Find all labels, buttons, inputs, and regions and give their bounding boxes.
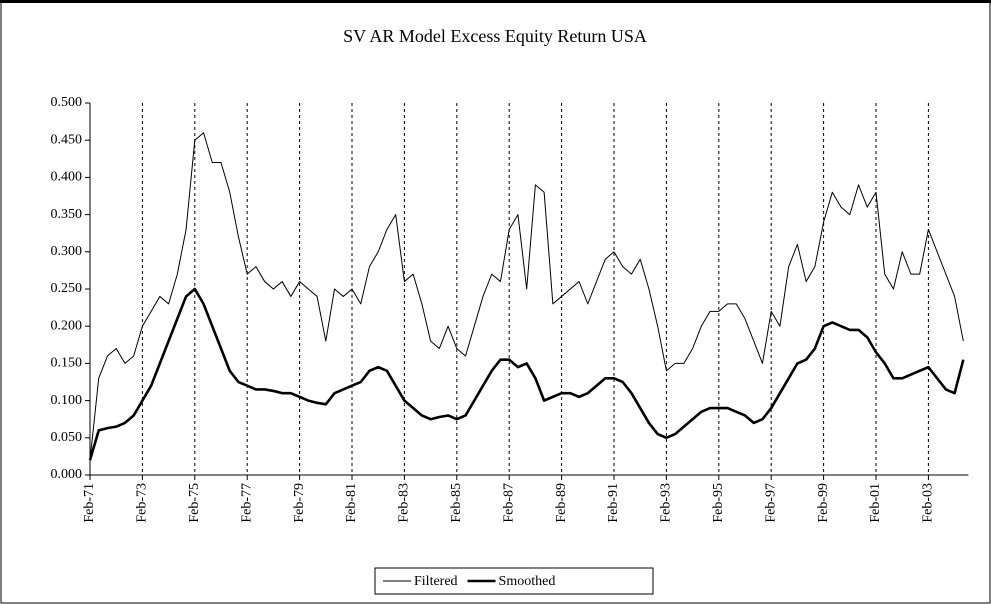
legend-label: Filtered [414, 574, 458, 589]
data-line [89, 132, 964, 461]
y-tick-label: 0.400 [51, 170, 83, 185]
x-tick-label: Feb-87 [501, 483, 516, 523]
x-tick-label: Feb-89 [554, 483, 569, 523]
x-tick-label: Feb-93 [659, 483, 674, 523]
legend-label: Smoothed [499, 574, 556, 589]
y-tick-label: 0.500 [51, 95, 83, 110]
y-tick-label: 0.000 [51, 467, 83, 482]
x-tick-label: Feb-95 [711, 483, 726, 523]
y-tick-label: 0.200 [51, 318, 83, 333]
x-tick-label: Feb-77 [239, 483, 254, 523]
y-tick-label: 0.300 [51, 244, 83, 259]
x-tick-label: Feb-91 [606, 483, 621, 523]
chart-title: SV AR Model Excess Equity Return USA [343, 26, 647, 46]
y-tick-label: 0.050 [51, 430, 83, 445]
y-tick-label: 0.350 [51, 207, 83, 222]
y-tick-label: 0.450 [51, 132, 83, 147]
x-tick-label: Feb-01 [868, 483, 883, 523]
x-tick-label: Feb-85 [449, 483, 464, 523]
x-tick-label: Feb-97 [763, 483, 778, 523]
x-tick-label: Feb-79 [292, 483, 307, 523]
y-tick-label: 0.250 [51, 281, 83, 296]
legend-box [374, 567, 654, 595]
x-tick-label: Feb-83 [397, 483, 412, 523]
x-tick-label: Feb-71 [82, 483, 97, 523]
x-tick-label: Feb-75 [187, 483, 202, 523]
y-tick-label: 0.150 [51, 356, 83, 371]
x-tick-label: Feb-99 [816, 483, 831, 523]
y-tick-label: 0.100 [51, 393, 83, 408]
x-tick-label: Feb-73 [135, 483, 150, 523]
data-line [88, 287, 965, 461]
x-tick-label: Feb-81 [344, 483, 359, 523]
x-tick-label: Feb-03 [921, 483, 936, 523]
